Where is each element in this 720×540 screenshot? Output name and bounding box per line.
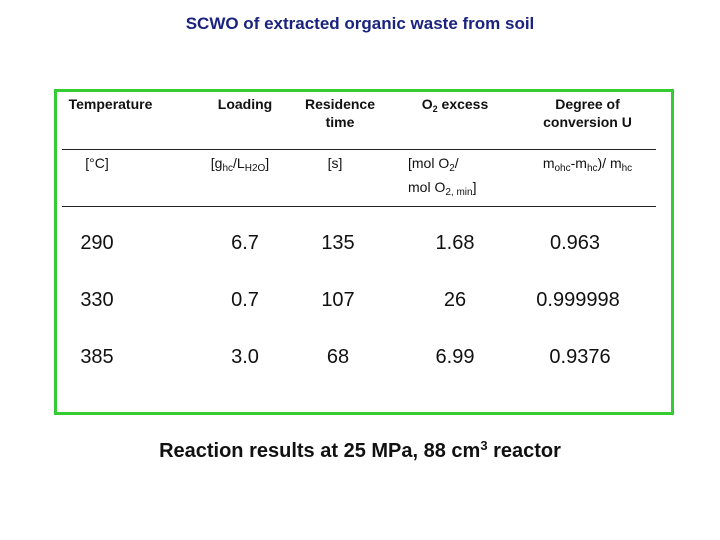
header-o2-excess: O2 excess xyxy=(405,95,505,118)
cell-residence: 135 xyxy=(321,232,355,254)
header-loading: Loading xyxy=(200,95,290,113)
caption-sup: 3 xyxy=(480,438,488,453)
cell-o2-excess: 1.68 xyxy=(435,232,475,254)
unit-conv-sub2: hc xyxy=(586,163,598,174)
header-divider-top xyxy=(62,149,656,150)
unit-o2-line2-sub: 2, min xyxy=(445,187,473,198)
unit-loading-close: ] xyxy=(265,155,270,171)
cell-residence: 68 xyxy=(326,346,350,368)
unit-loading-sub1: hc xyxy=(222,163,234,174)
cell-conversion: 0.9376 xyxy=(549,346,611,368)
unit-conv-sub3: hc xyxy=(621,163,633,174)
header-degree: Degree of conversion U xyxy=(525,95,650,131)
caption-text: Reaction results at 25 MPa, 88 cm xyxy=(159,440,481,462)
caption-suffix: reactor xyxy=(487,440,561,462)
unit-o2-line2-suffix: ] xyxy=(472,179,477,195)
unit-conversion: mohc-mhc)/ mhc xyxy=(515,154,660,178)
unit-temperature: [°C] xyxy=(62,154,132,172)
unit-temperature-label: [°C] xyxy=(85,155,109,171)
header-degree-line1: Degree of xyxy=(555,96,620,112)
header-degree-line2: conversion U xyxy=(543,114,632,130)
cell-loading: 0.7 xyxy=(231,289,259,311)
unit-o2-line1-prefix: [mol O xyxy=(408,155,450,171)
header-loading-label: Loading xyxy=(217,96,273,112)
header-o2-prefix: O xyxy=(421,96,433,112)
header-residence: Residence time xyxy=(295,95,385,131)
unit-conv-end: )/ m xyxy=(597,155,622,171)
slide-title: SCWO of extracted organic waste from soi… xyxy=(185,14,535,33)
caption: Reaction results at 25 MPa, 88 cm3 react… xyxy=(0,438,720,463)
cell-temperature: 290 xyxy=(80,232,114,254)
header-residence-line1: Residence xyxy=(304,96,376,112)
cell-conversion: 0.999998 xyxy=(536,289,620,311)
table-frame xyxy=(54,89,674,415)
unit-o2-line1-sub: 2 xyxy=(449,163,455,174)
cell-residence: 107 xyxy=(321,289,355,311)
unit-o2-excess: [mol O2/ mol O2, min] xyxy=(408,154,518,202)
header-o2-suffix: excess xyxy=(437,96,489,112)
unit-conv-sub1: ohc xyxy=(554,163,571,174)
unit-loading-sub2: H2O xyxy=(244,163,266,174)
unit-o2-line1-suffix: / xyxy=(454,155,459,171)
unit-loading-mid: /L xyxy=(233,155,245,171)
cell-loading: 3.0 xyxy=(231,346,259,368)
cell-o2-excess: 6.99 xyxy=(435,346,475,368)
unit-conv-m1: m xyxy=(542,155,555,171)
header-temperature-label: Temperature xyxy=(68,96,153,112)
unit-o2-line2-prefix: mol O xyxy=(408,179,446,195)
header-o2-sub: 2 xyxy=(432,104,438,114)
header-temperature: Temperature xyxy=(58,95,163,113)
cell-conversion: 0.963 xyxy=(549,232,601,254)
cell-o2-excess: 26 xyxy=(443,289,467,311)
unit-residence-label: [s] xyxy=(327,155,343,171)
unit-loading: [ghc/LH2O] xyxy=(185,154,295,178)
cell-temperature: 385 xyxy=(80,346,114,368)
cell-loading: 6.7 xyxy=(231,232,259,254)
cell-temperature: 330 xyxy=(80,289,114,311)
unit-loading-open: [g xyxy=(210,155,223,171)
header-residence-line2: time xyxy=(325,114,355,130)
header-divider-bottom xyxy=(62,206,656,207)
unit-residence: [s] xyxy=(300,154,370,172)
unit-conv-mid: -m xyxy=(570,155,587,171)
